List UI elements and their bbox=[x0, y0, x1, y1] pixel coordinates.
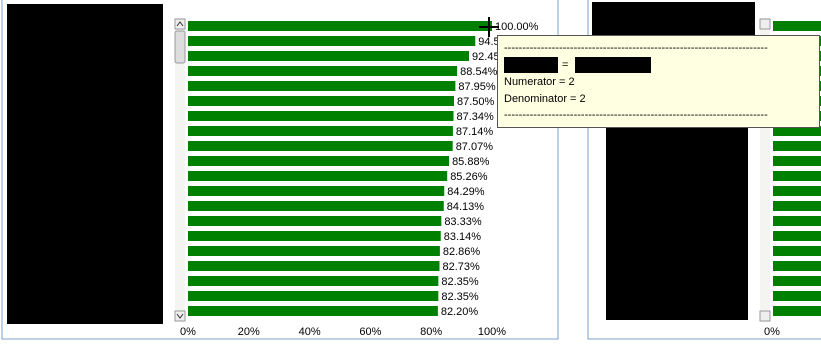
tooltip-text: = bbox=[562, 59, 568, 71]
scroll-down[interactable] bbox=[174, 310, 186, 322]
tooltip-separator: ----------------------------------------… bbox=[504, 42, 768, 54]
bar bbox=[188, 306, 438, 316]
partial-bar bbox=[773, 201, 821, 211]
partial-bar bbox=[773, 186, 821, 196]
partial-bar bbox=[773, 171, 821, 181]
value-label: 82.86% bbox=[443, 246, 481, 258]
value-label: 82.35% bbox=[441, 291, 479, 303]
chart: 0% 20% 40% 60% 80% 100%100.00%94.50%92.45%88.… bbox=[180, 21, 539, 338]
partial-bar bbox=[773, 246, 821, 256]
value-label: 83.14% bbox=[444, 231, 482, 243]
partial-bar bbox=[773, 156, 821, 166]
bar bbox=[188, 231, 441, 241]
bar bbox=[188, 186, 445, 196]
value-label: 88.54% bbox=[460, 66, 498, 78]
value-label: 84.13% bbox=[447, 201, 485, 213]
bar bbox=[188, 216, 442, 226]
partial-bar bbox=[773, 21, 821, 31]
value-label: 84.29% bbox=[447, 186, 485, 198]
value-label: 87.07% bbox=[456, 141, 494, 153]
value-label: 85.26% bbox=[450, 171, 488, 183]
tooltip: ----------------------------------------… bbox=[497, 35, 820, 128]
partial-bar bbox=[773, 141, 821, 151]
bar bbox=[188, 51, 470, 61]
x-tick-label: 40% bbox=[299, 326, 321, 338]
value-label: 83.33% bbox=[444, 216, 482, 228]
partial-bar bbox=[773, 276, 821, 286]
bar bbox=[188, 111, 454, 121]
bar bbox=[188, 96, 454, 106]
partial-bar bbox=[773, 261, 821, 271]
x-tick-label: 0% bbox=[764, 326, 780, 338]
bar bbox=[188, 171, 448, 181]
partial-bar bbox=[773, 291, 821, 301]
partial-bar bbox=[773, 231, 821, 241]
bar bbox=[188, 81, 456, 91]
x-tick-label: 20% bbox=[238, 326, 260, 338]
value-label: 82.20% bbox=[441, 306, 479, 318]
scroll-track bbox=[175, 18, 185, 322]
bar bbox=[188, 36, 476, 46]
scroll-down[interactable] bbox=[759, 310, 771, 322]
tooltip-box bbox=[497, 35, 820, 128]
partial-bar bbox=[773, 126, 821, 136]
bar bbox=[188, 246, 440, 256]
bar bbox=[188, 21, 492, 31]
x-tick-label: 0% bbox=[180, 326, 196, 338]
redacted-text bbox=[504, 57, 558, 73]
value-label: 87.34% bbox=[457, 111, 495, 123]
tooltip-text: Denominator = 2 bbox=[504, 93, 586, 105]
partial-bar bbox=[773, 216, 821, 226]
bar bbox=[188, 201, 444, 211]
value-label: 87.14% bbox=[456, 126, 494, 138]
scroll-thumb[interactable] bbox=[174, 30, 186, 64]
tooltip-separator: ----------------------------------------… bbox=[504, 109, 768, 121]
redacted-text bbox=[575, 57, 651, 73]
redacted-area bbox=[7, 4, 163, 324]
bar bbox=[188, 141, 453, 151]
bar bbox=[188, 66, 458, 76]
value-label: 82.35% bbox=[441, 276, 479, 288]
value-label: 87.95% bbox=[458, 81, 496, 93]
scroll-track bbox=[760, 18, 770, 322]
x-tick-label: 80% bbox=[420, 326, 442, 338]
bar bbox=[188, 156, 450, 166]
bar bbox=[188, 126, 453, 136]
value-label: 100.00% bbox=[495, 21, 539, 33]
scrollbar[interactable] bbox=[759, 18, 771, 322]
scrollbar[interactable] bbox=[174, 18, 186, 322]
value-label: 82.73% bbox=[442, 261, 480, 273]
bar bbox=[188, 276, 439, 286]
arrow-icon bbox=[176, 313, 184, 319]
cursor bbox=[479, 17, 499, 37]
partial-bar bbox=[773, 306, 821, 316]
bar bbox=[188, 261, 440, 271]
scroll-up[interactable] bbox=[174, 18, 186, 30]
scroll-up[interactable] bbox=[759, 18, 771, 30]
arrow-icon bbox=[176, 21, 184, 27]
bar bbox=[188, 291, 439, 301]
value-label: 85.88% bbox=[452, 156, 490, 168]
tooltip-text: Numerator = 2 bbox=[504, 76, 575, 88]
x-tick-label: 60% bbox=[359, 326, 381, 338]
value-label: 87.50% bbox=[457, 96, 495, 108]
x-tick-label: 100% bbox=[478, 326, 506, 338]
